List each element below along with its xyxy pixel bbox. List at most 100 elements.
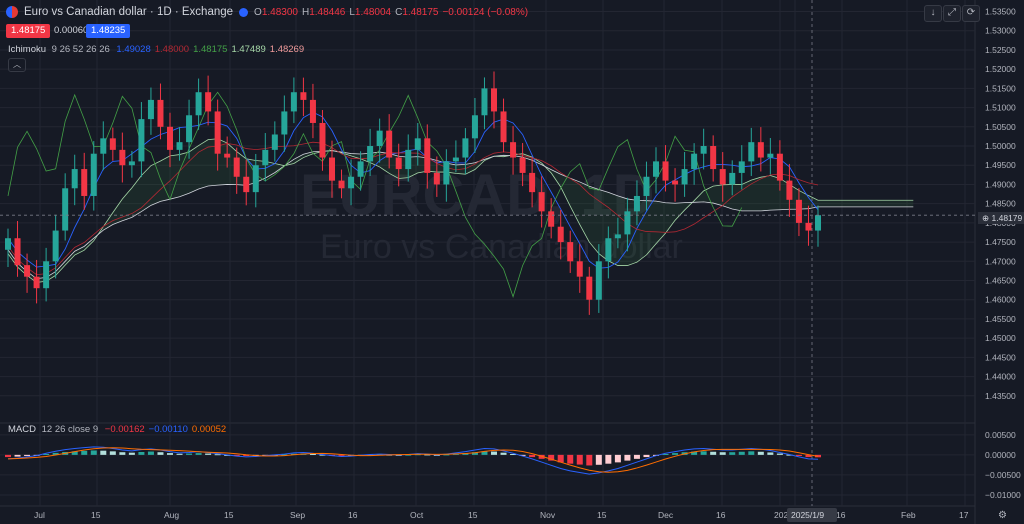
macd-histogram-bar <box>700 451 707 455</box>
candle-body <box>500 111 507 143</box>
symbol-flag-icon <box>6 6 18 18</box>
candle-body <box>348 176 355 189</box>
macd-histogram-bar <box>633 454 640 459</box>
candle-body <box>100 138 107 154</box>
ohlc-value: 1.48004 <box>354 6 392 18</box>
indicator-value: 1.49028 <box>116 44 151 55</box>
macd-histogram-bar <box>405 454 412 456</box>
macd-tick-label: −0.01000 <box>985 490 1021 500</box>
macd-histogram-bar <box>109 451 116 455</box>
macd-histogram-bar <box>90 450 97 455</box>
candle-body <box>81 169 88 196</box>
ichimoku-span-b <box>7 150 914 280</box>
candle-body <box>214 111 221 154</box>
macd-histogram-bar <box>281 454 288 456</box>
macd-histogram-bar <box>309 453 316 455</box>
ohlc-key: H <box>301 6 310 18</box>
candle-body <box>205 92 212 112</box>
candle-body <box>433 172 440 185</box>
time-tick-label: 2025 <box>774 510 793 520</box>
macd-histogram-bar <box>471 452 478 455</box>
macd-histogram-bar <box>81 450 88 455</box>
candle-body <box>128 161 135 166</box>
ichimoku-name: Ichimoku <box>8 44 47 55</box>
macd-histogram-bar <box>691 451 698 455</box>
macd-histogram-bar <box>567 454 574 464</box>
indicator-value: −0.00110 <box>148 424 188 435</box>
macd-tick-label: 0.00000 <box>985 450 1016 460</box>
ichimoku-params: 9 26 52 26 26 <box>51 44 110 55</box>
candle-body <box>119 149 126 166</box>
macd-signal-line <box>7 447 819 473</box>
macd-histogram-bar <box>710 451 717 455</box>
crosshair-add-icon[interactable]: ⊕ <box>982 213 990 223</box>
candle-body <box>662 161 669 181</box>
candle-body <box>691 153 698 170</box>
macd-histogram-bar <box>538 454 545 459</box>
macd-line <box>7 446 819 475</box>
indicator-value: 1.48269 <box>269 44 305 55</box>
macd-histogram-bar <box>186 453 193 455</box>
time-tick-label: 15 <box>597 510 607 520</box>
ohlc-values: O1.48300 H1.48446 L1.48004 C1.48175 −0.00124… <box>254 7 532 18</box>
price-tick-label: 1.51500 <box>985 83 1016 93</box>
ichimoku-kijun <box>7 141 819 276</box>
indicator-value: 1.47489 <box>231 44 266 55</box>
price-tick-label: 1.52000 <box>985 64 1016 74</box>
macd-histogram-bar <box>205 453 212 455</box>
macd-histogram-bar <box>786 454 793 456</box>
candle-body <box>71 169 78 189</box>
buy-price-button[interactable]: 1.48235 <box>86 24 131 38</box>
candle-body <box>567 242 574 262</box>
macd-histogram-bar <box>767 452 774 455</box>
time-tick-label: 15 <box>224 510 234 520</box>
time-tick-label: 15 <box>91 510 101 520</box>
macd-histogram-bar <box>338 454 345 456</box>
time-tick-label: 16 <box>836 510 846 520</box>
price-tick-label: 1.49500 <box>985 160 1016 170</box>
candle-body <box>586 276 593 300</box>
macd-histogram-bar <box>481 451 488 455</box>
macd-histogram-bar <box>195 453 202 455</box>
candle-body <box>815 215 821 231</box>
chevron-up-icon[interactable]: ︿ <box>8 58 26 72</box>
ichimoku-legend[interactable]: Ichimoku 9 26 52 26 26 1.49028 1.48000 1.4… <box>8 44 308 55</box>
candle-body <box>557 226 564 243</box>
macd-tick-label: 0.00500 <box>985 430 1016 440</box>
candle-body <box>710 146 717 170</box>
price-tick-label: 1.49000 <box>985 179 1016 189</box>
macd-histogram-bar <box>662 453 669 455</box>
macd-histogram-bar <box>729 452 736 455</box>
macd-histogram-bar <box>100 450 107 455</box>
time-tick-label: 16 <box>348 510 358 520</box>
price-tick-label: 1.53000 <box>985 26 1016 36</box>
price-tick-label: 1.45000 <box>985 333 1016 343</box>
time-tick-label: Dec <box>658 510 674 520</box>
candle-body <box>224 153 231 158</box>
macd-histogram-bar <box>624 454 631 461</box>
arrow-down-icon[interactable]: ↓ <box>924 5 942 22</box>
market-status-icon <box>239 7 249 17</box>
candle-body <box>748 142 755 162</box>
ohlc-value: 1.48446 <box>309 6 346 18</box>
macd-histogram-bar <box>147 451 154 455</box>
ohlc-key: C <box>395 6 403 18</box>
macd-histogram-bar <box>605 454 612 464</box>
candle-body <box>262 149 269 166</box>
fullscreen-icon[interactable]: ⤢ <box>943 5 961 22</box>
candle-body <box>62 188 69 231</box>
macd-histogram-bar <box>14 454 21 457</box>
candle-body <box>386 130 393 158</box>
sell-price-button[interactable]: 1.48175 <box>6 24 51 38</box>
candle-body <box>281 111 288 135</box>
candle-body <box>595 261 602 300</box>
chart-title[interactable]: Euro vs Canadian dollar · 1D · Exchange <box>24 6 234 18</box>
macd-histogram-bar <box>529 454 536 458</box>
candle-body <box>719 169 726 185</box>
candle-body <box>738 161 745 173</box>
macd-histogram-bar <box>576 454 583 465</box>
macd-legend[interactable]: MACD 12 26 close 9 −0.00162 −0.00110 0.000… <box>8 424 230 435</box>
refresh-icon[interactable]: ⟳ <box>962 5 980 22</box>
